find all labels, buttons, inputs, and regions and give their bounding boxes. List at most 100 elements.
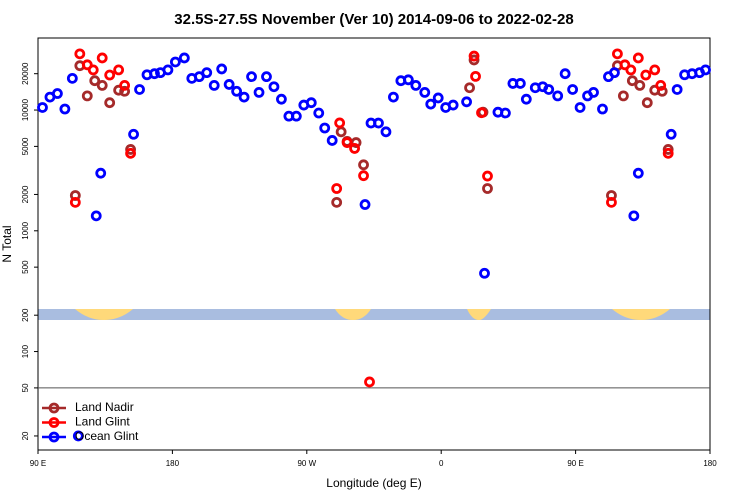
point	[543, 84, 555, 95]
point	[72, 430, 84, 442]
y-tick-label: 5000	[21, 137, 30, 155]
point	[662, 144, 674, 155]
legend-marker	[48, 417, 60, 428]
point	[96, 52, 108, 64]
point	[178, 52, 190, 64]
point	[482, 183, 493, 194]
land-strip	[612, 309, 670, 320]
point	[482, 170, 493, 182]
y-tick-label: 2000	[21, 185, 30, 203]
series	[69, 48, 674, 388]
point	[359, 199, 371, 210]
point	[125, 144, 136, 155]
point	[468, 50, 480, 62]
surface-strip	[38, 309, 710, 320]
point	[149, 68, 160, 80]
point	[625, 64, 637, 76]
point	[331, 183, 343, 194]
point	[89, 75, 101, 87]
point	[134, 84, 145, 95]
point	[59, 103, 71, 115]
legend-marker	[48, 431, 60, 443]
point	[514, 78, 526, 89]
point	[119, 85, 131, 97]
point	[90, 210, 102, 222]
point	[331, 196, 343, 208]
point	[81, 59, 93, 71]
land-strip	[335, 309, 371, 320]
legend-label: Land Nadir	[75, 400, 134, 414]
point	[246, 71, 257, 83]
point	[612, 48, 623, 60]
series	[69, 54, 674, 208]
point	[104, 69, 116, 81]
point	[500, 107, 511, 119]
point	[640, 69, 652, 81]
y-tick-label: 20	[21, 431, 30, 440]
point	[388, 91, 399, 103]
point	[66, 72, 78, 84]
point	[69, 196, 81, 208]
point	[419, 86, 431, 98]
point	[609, 67, 620, 79]
point	[476, 107, 487, 119]
point	[552, 90, 564, 102]
x-axis-label: Longitude (deg E)	[326, 476, 421, 490]
point	[52, 88, 63, 99]
point	[364, 376, 375, 388]
point	[341, 137, 353, 148]
point	[632, 52, 644, 64]
point	[238, 91, 250, 103]
point	[125, 147, 136, 159]
point	[313, 107, 325, 119]
point	[253, 86, 265, 98]
point	[162, 64, 174, 76]
point	[81, 90, 93, 102]
point	[626, 75, 638, 87]
point	[37, 102, 48, 113]
point	[87, 64, 99, 76]
point	[649, 64, 661, 76]
point	[655, 79, 667, 91]
land-strip	[75, 309, 133, 320]
point	[95, 167, 107, 179]
point	[470, 70, 481, 82]
y-axis-label: N Total	[0, 225, 14, 262]
point	[479, 267, 490, 279]
legend-label: Ocean Glint	[75, 429, 139, 443]
point	[268, 81, 280, 93]
point	[464, 82, 475, 94]
y-tick-label: 50	[21, 383, 30, 392]
point	[319, 122, 331, 134]
plot-frame	[37, 37, 711, 451]
point	[632, 167, 644, 179]
point	[468, 54, 480, 66]
point	[671, 84, 683, 95]
point	[634, 79, 646, 91]
point	[380, 126, 392, 138]
point	[104, 97, 116, 109]
point	[373, 117, 384, 129]
point	[334, 117, 346, 129]
point	[201, 67, 213, 79]
series	[37, 52, 711, 442]
y-tick-label: 1000	[21, 221, 30, 239]
point	[305, 97, 317, 109]
land-strip	[467, 309, 491, 320]
point	[410, 79, 422, 91]
point	[574, 102, 586, 113]
point	[447, 99, 459, 111]
point	[617, 90, 629, 102]
point	[402, 74, 414, 86]
x-tick-label: 180	[703, 459, 717, 468]
point	[358, 170, 369, 182]
point	[223, 79, 235, 90]
point	[349, 143, 360, 154]
point	[113, 64, 125, 76]
y-tick-label: 100	[21, 344, 30, 358]
point	[128, 128, 139, 140]
point	[656, 85, 668, 97]
y-tick-label: 500	[21, 260, 30, 274]
y-tick-label: 20000	[21, 62, 30, 85]
